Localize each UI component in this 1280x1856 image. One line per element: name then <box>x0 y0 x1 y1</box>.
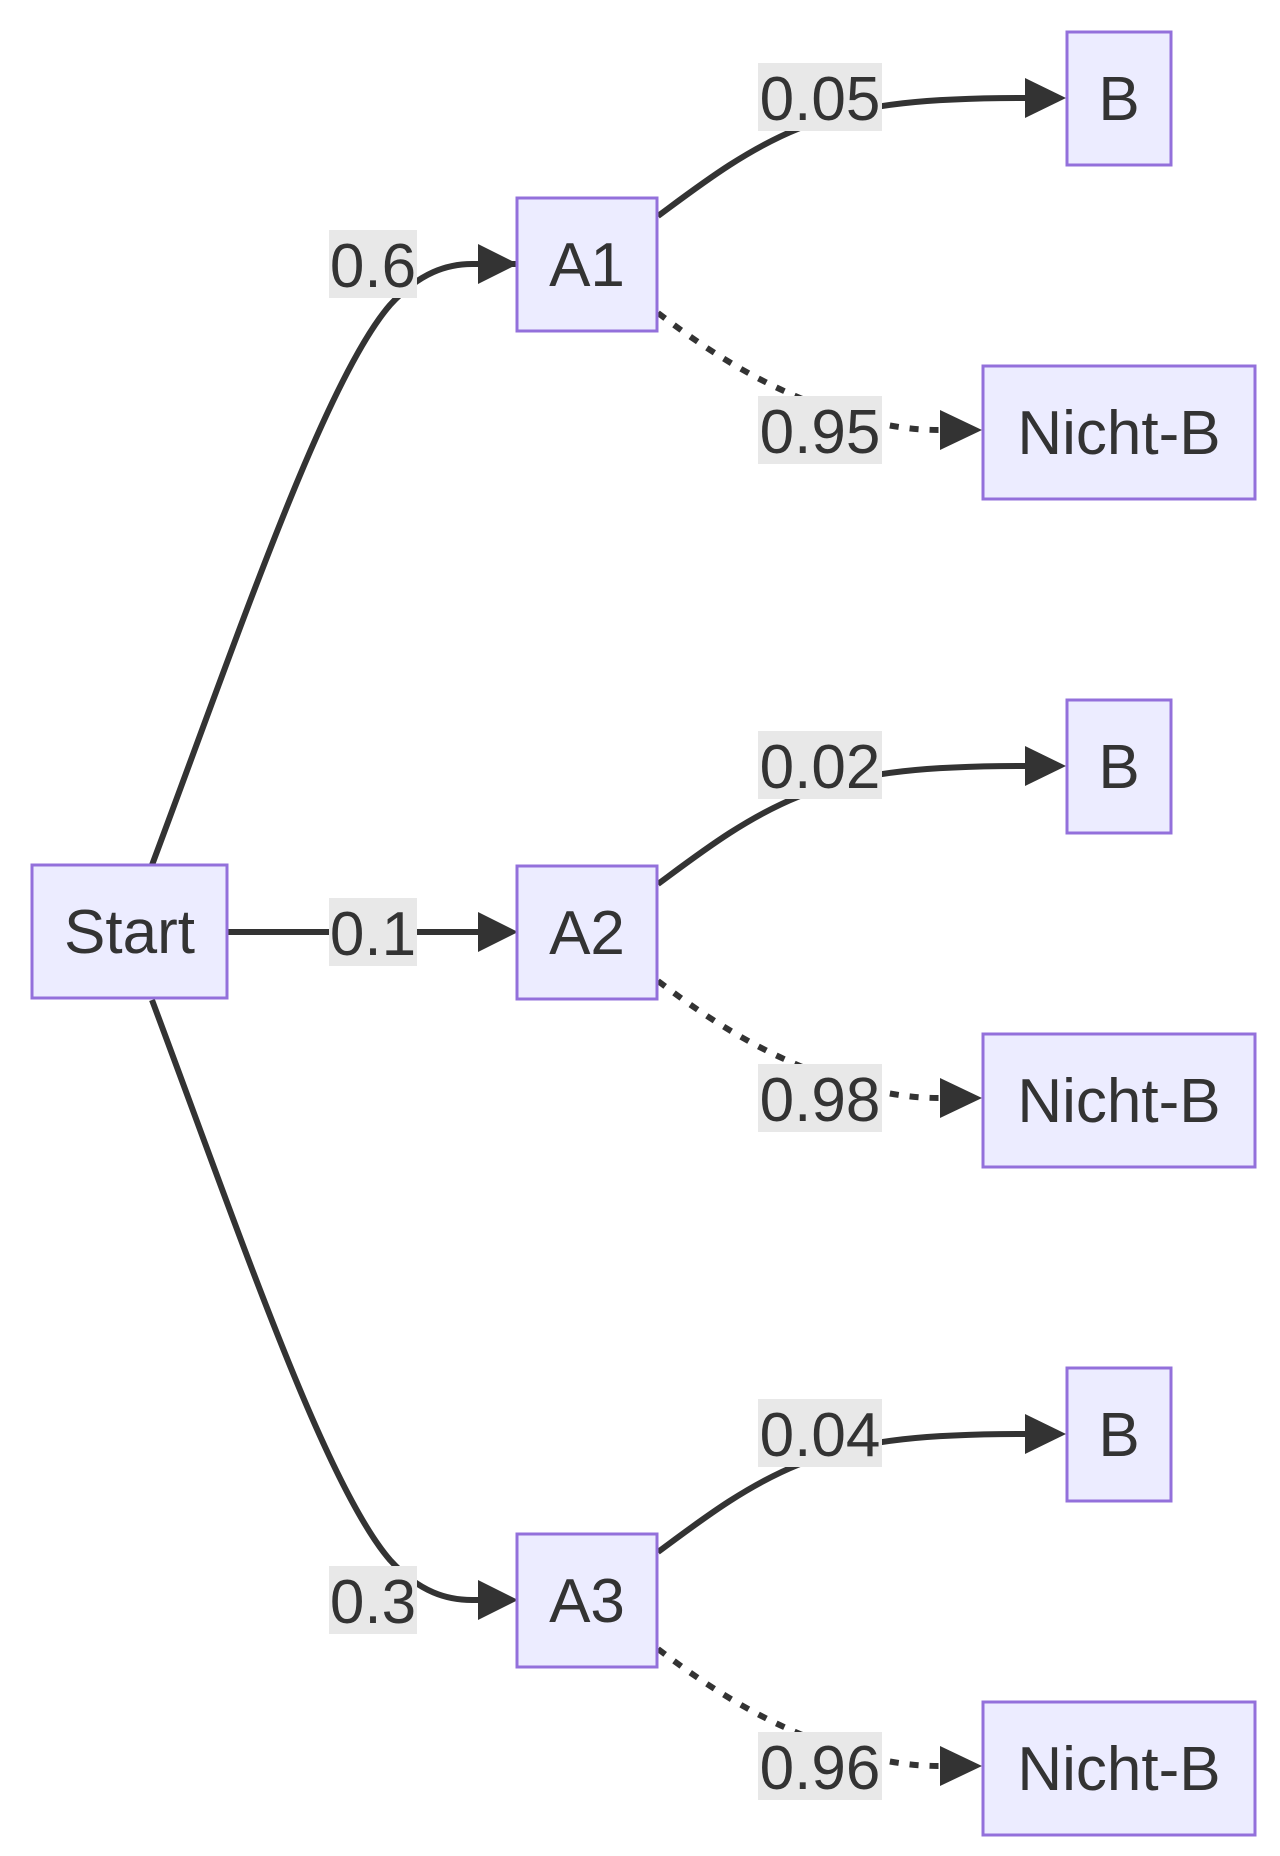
edge-label-a1-b: 0.05 <box>758 63 882 134</box>
node-a3[interactable]: A3 <box>515 1532 659 1669</box>
edge-start-a1 <box>149 261 518 867</box>
arrowhead-a3-nichtb <box>940 1746 982 1786</box>
edge-label-a3-b: 0.04 <box>758 1399 882 1470</box>
edge-label-text: 0.6 <box>330 232 416 301</box>
edge-label-text: 0.98 <box>760 1066 881 1135</box>
node-label: B <box>1098 1401 1139 1470</box>
edge-label-start-a3: 0.3 <box>329 1566 417 1637</box>
node-start[interactable]: Start <box>30 863 229 1000</box>
arrowhead-start-a1 <box>478 244 518 284</box>
node-label: B <box>1098 733 1139 802</box>
edge-label-text: 0.3 <box>330 1568 416 1637</box>
node-a2[interactable]: A2 <box>515 864 659 1001</box>
arrowhead-start-a2 <box>478 912 518 952</box>
node-a2-b[interactable]: B <box>1065 698 1173 835</box>
node-label: A1 <box>549 231 625 300</box>
edge-label-text: 0.04 <box>760 1401 881 1470</box>
edge-label-text: 0.96 <box>760 1734 881 1803</box>
arrowhead-a2-b <box>1025 746 1066 786</box>
node-label: Start <box>64 898 195 967</box>
arrowhead-a2-nichtb <box>940 1078 982 1118</box>
nodes: Start A1 A2 A3 B Nicht-B B Nicht-B <box>30 30 1257 1837</box>
node-label: A3 <box>549 1567 625 1636</box>
node-label: B <box>1098 65 1139 134</box>
edge-label-start-a2: 0.1 <box>329 898 417 969</box>
edge-label-text: 0.95 <box>760 398 881 467</box>
node-label: Nicht-B <box>1017 1067 1220 1136</box>
arrowhead-a1-nichtb <box>940 410 982 450</box>
node-label: Nicht-B <box>1017 399 1220 468</box>
edge-label-a3-nichtb: 0.96 <box>758 1732 882 1803</box>
node-label: Nicht-B <box>1017 1735 1220 1804</box>
arrowhead-start-a3 <box>478 1580 518 1620</box>
edge-label-a2-b: 0.02 <box>758 731 882 802</box>
arrowhead-a1-b <box>1025 78 1066 118</box>
edge-labels: 0.6 0.1 0.3 0.05 0.95 0.02 0.98 0.04 <box>329 63 882 1803</box>
edge-label-text: 0.05 <box>760 65 881 134</box>
arrowhead-a3-b <box>1025 1414 1066 1454</box>
edge-label-a1-nichtb: 0.95 <box>758 396 882 467</box>
node-a1-b[interactable]: B <box>1065 30 1173 167</box>
node-a1[interactable]: A1 <box>515 196 659 333</box>
edge-label-text: 0.02 <box>760 733 881 802</box>
node-a3-nichtb[interactable]: Nicht-B <box>981 1700 1257 1837</box>
edge-label-start-a1: 0.6 <box>329 230 417 301</box>
edge-label-text: 0.1 <box>330 900 416 969</box>
node-a2-nichtb[interactable]: Nicht-B <box>981 1032 1257 1169</box>
edge-start-a3 <box>149 998 478 1603</box>
edge-label-a2-nichtb: 0.98 <box>758 1064 882 1135</box>
node-a3-b[interactable]: B <box>1065 1366 1173 1503</box>
node-label: A2 <box>549 899 625 968</box>
node-a1-nichtb[interactable]: Nicht-B <box>981 364 1257 501</box>
